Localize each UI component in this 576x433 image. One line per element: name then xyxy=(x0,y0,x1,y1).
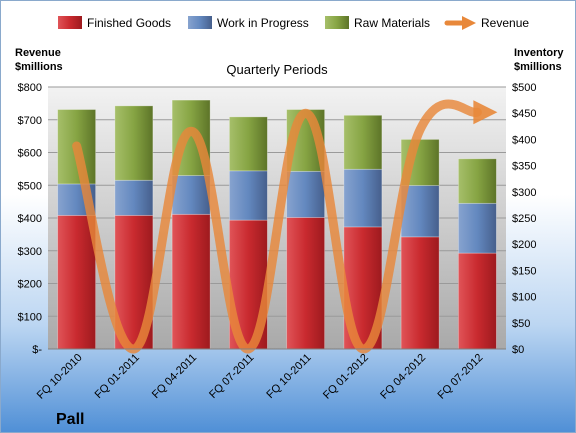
bar-work-in-progress xyxy=(114,179,154,216)
left-axis-title-line1: Revenue xyxy=(15,47,61,59)
right-tick-label: $350 xyxy=(512,161,536,173)
right-tick-label: $100 xyxy=(512,292,536,304)
left-axis-title-line2: $millions xyxy=(15,61,63,73)
right-tick-label: $400 xyxy=(512,134,536,146)
revenue-line-path xyxy=(72,99,482,354)
right-tick-label: $0 xyxy=(512,344,524,356)
legend-label-raw-materials: Raw Materials xyxy=(354,16,430,30)
bar-work-in-progress xyxy=(400,185,440,238)
bar-raw-materials xyxy=(114,105,154,181)
bar-work-in-progress xyxy=(286,170,326,218)
left-tick-label: $400 xyxy=(18,213,42,225)
right-tick-label: $500 xyxy=(512,82,536,94)
legend-label-finished-goods: Finished Goods xyxy=(87,16,171,30)
bar-raw-materials xyxy=(343,114,383,170)
legend-swatch-work-in-progress xyxy=(188,16,212,29)
bar-finished-goods xyxy=(171,213,211,350)
left-tick-label: $200 xyxy=(18,279,42,291)
bar-work-in-progress xyxy=(343,168,383,228)
revenue-line xyxy=(72,99,498,354)
left-tick-label: $700 xyxy=(18,115,42,127)
legend-label-work-in-progress: Work in Progress xyxy=(217,16,309,30)
bar-work-in-progress xyxy=(457,202,497,254)
right-tick-label: $50 xyxy=(512,318,530,330)
bar-finished-goods xyxy=(400,236,440,350)
right-axis-title-line2: $millions xyxy=(514,61,562,73)
left-tick-label: $100 xyxy=(18,311,42,323)
bar-raw-materials xyxy=(457,158,497,204)
revenue-arrowhead xyxy=(473,100,498,125)
legend: Finished Goods Work in Progress Raw Mate… xyxy=(58,16,529,30)
right-tick-label: $450 xyxy=(512,108,536,120)
left-tick-label: $300 xyxy=(18,246,42,258)
legend-swatch-raw-materials xyxy=(325,16,349,29)
company-name: Pall xyxy=(56,411,84,428)
left-tick-label: $500 xyxy=(18,180,42,192)
left-tick-label: $600 xyxy=(18,148,42,160)
bar-finished-goods xyxy=(286,217,326,350)
bar-raw-materials xyxy=(228,116,268,172)
right-tick-label: $200 xyxy=(512,239,536,251)
left-axis-ticks: $- $100 $200 $300 $400 $500 $600 $700 $800 xyxy=(18,82,43,356)
right-tick-label: $150 xyxy=(512,265,536,277)
chart-title: Quarterly Periods xyxy=(226,62,328,77)
legend-label-revenue: Revenue xyxy=(481,16,529,30)
legend-swatch-revenue xyxy=(444,16,476,30)
right-axis-title-line1: Inventory xyxy=(514,47,564,59)
left-tick-label: $800 xyxy=(18,82,42,94)
legend-swatch-finished-goods xyxy=(58,16,82,29)
bar-finished-goods xyxy=(57,214,97,350)
right-tick-label: $250 xyxy=(512,213,536,225)
right-tick-label: $300 xyxy=(512,187,536,199)
bar-work-in-progress xyxy=(228,170,268,221)
left-tick-label: $- xyxy=(32,344,42,356)
bar-work-in-progress xyxy=(171,175,211,215)
right-axis-ticks: $0 $50 $100 $150 $200 $250 $300 $350 $400 $450 $50… xyxy=(512,82,536,356)
bar-finished-goods xyxy=(457,252,497,350)
